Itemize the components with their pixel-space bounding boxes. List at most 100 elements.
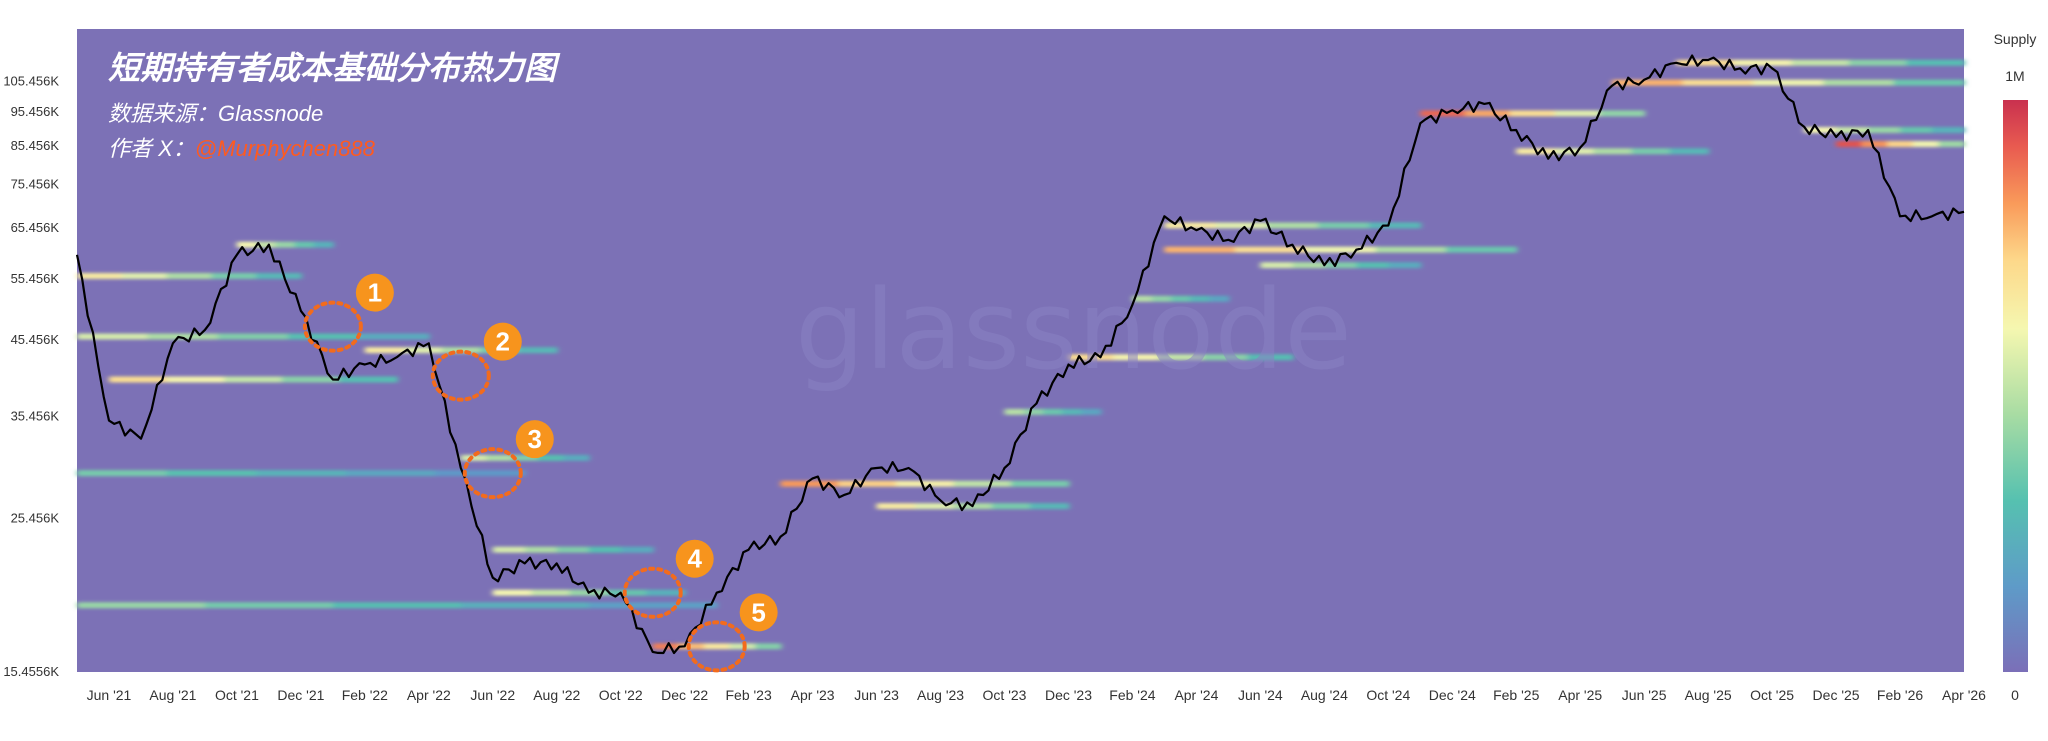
x-tick-label: Dec '21 xyxy=(277,687,324,703)
cost-basis-band xyxy=(1202,354,1249,361)
cost-basis-band xyxy=(1260,262,1294,269)
cost-basis-band xyxy=(1023,408,1044,415)
cost-basis-band xyxy=(531,589,571,596)
cost-basis-band xyxy=(1861,141,1889,148)
cost-basis-band xyxy=(281,376,341,383)
annotation-label: 1 xyxy=(368,278,382,308)
cost-basis-band xyxy=(1554,110,1601,117)
cost-basis-band xyxy=(1868,127,1902,134)
x-tick-label: Apr '26 xyxy=(1942,687,1986,703)
cost-basis-band xyxy=(895,480,955,487)
cost-basis-band xyxy=(563,454,590,461)
cost-basis-band xyxy=(1247,354,1294,361)
x-tick-label: Feb '22 xyxy=(342,687,388,703)
cost-basis-band xyxy=(211,272,258,279)
cost-basis-band xyxy=(1292,262,1326,269)
cost-basis-band xyxy=(1938,141,1965,148)
cost-basis-band xyxy=(1631,148,1671,155)
cost-basis-band xyxy=(1369,222,1422,229)
cost-basis-band xyxy=(217,333,290,340)
cost-basis-band xyxy=(358,333,430,340)
x-axis: Jun '21 Aug '21 Oct '21 Dec '21 Feb '22 Apr '… xyxy=(87,687,1987,703)
cost-basis-band xyxy=(524,546,558,553)
cost-basis-band xyxy=(364,347,405,354)
cost-basis-band xyxy=(1215,222,1268,229)
cost-basis-band xyxy=(588,602,718,609)
cost-basis-band xyxy=(537,454,565,461)
y-tick-label: 75.456K xyxy=(11,176,60,191)
x-tick-label: Jun '25 xyxy=(1622,687,1667,703)
annotation-label: 3 xyxy=(528,424,542,454)
author-handle[interactable]: @Murphychen888 xyxy=(195,136,376,161)
source-label: 数据来源：Glassnode xyxy=(108,101,323,126)
cost-basis-band xyxy=(1900,127,1934,134)
cost-basis-band xyxy=(166,272,213,279)
annotation-marker xyxy=(675,539,714,578)
cost-basis-band xyxy=(518,347,558,354)
cost-basis-band xyxy=(1445,246,1518,253)
cost-basis-band xyxy=(1151,295,1172,302)
colorbar: Supply 1M 0 xyxy=(1994,31,2037,703)
cost-basis-band xyxy=(1004,408,1025,415)
cost-basis-band xyxy=(1682,79,1754,86)
cost-basis-band xyxy=(1081,408,1102,415)
colorbar-max-label: 1M xyxy=(2005,68,2024,84)
cost-basis-band xyxy=(435,470,526,477)
cost-basis-band xyxy=(1305,246,1377,253)
cost-basis-band xyxy=(1132,295,1153,302)
cost-basis-band xyxy=(236,241,258,248)
x-tick-label: Oct '22 xyxy=(599,687,643,703)
cost-basis-band xyxy=(77,272,123,279)
cost-basis-band xyxy=(1010,480,1070,487)
cost-basis-band xyxy=(166,470,258,477)
annotation-marker xyxy=(355,273,394,312)
cost-basis-band xyxy=(607,589,648,596)
cost-basis-band xyxy=(588,546,622,553)
cost-basis-band xyxy=(1158,354,1204,361)
cost-basis-band xyxy=(703,643,731,650)
cost-basis-band xyxy=(166,376,226,383)
cost-basis-band xyxy=(1356,262,1390,269)
y-tick-label: 85.456K xyxy=(11,138,60,153)
watermark: glassnode xyxy=(795,266,1352,394)
x-tick-label: Aug '25 xyxy=(1685,687,1732,703)
cost-basis-band xyxy=(492,589,533,596)
x-tick-label: Dec '25 xyxy=(1813,687,1860,703)
price-line xyxy=(75,54,1965,655)
x-tick-label: Apr '23 xyxy=(791,687,835,703)
x-tick-label: Apr '25 xyxy=(1558,687,1602,703)
cost-basis-band xyxy=(1030,503,1070,510)
cost-basis-band xyxy=(1848,59,1908,66)
x-tick-label: Jun '21 xyxy=(87,687,132,703)
cost-basis-band xyxy=(1209,295,1230,302)
cost-basis-band xyxy=(1420,110,1467,117)
cost-basis-band xyxy=(1388,262,1422,269)
cost-basis-band xyxy=(1599,110,1646,117)
x-tick-label: Aug '23 xyxy=(917,687,964,703)
cost-basis-band xyxy=(460,602,590,609)
colorbar-gradient xyxy=(2003,100,2028,672)
y-tick-label: 35.456K xyxy=(11,409,60,424)
y-tick-label: 15.4556K xyxy=(3,664,59,679)
cost-basis-band xyxy=(460,454,488,461)
author-label: 作者 X：@Murphychen888 xyxy=(108,136,376,161)
cost-basis-band xyxy=(1465,110,1511,117)
cost-basis-band xyxy=(288,333,360,340)
cost-basis-band xyxy=(511,454,539,461)
cost-basis-band xyxy=(294,241,315,248)
cost-basis-band xyxy=(204,602,334,609)
cost-basis-band xyxy=(838,480,897,487)
cost-basis-band xyxy=(1113,354,1160,361)
cost-basis-band xyxy=(1612,79,1684,86)
cost-basis-band xyxy=(332,602,462,609)
cost-basis-band xyxy=(1791,59,1850,66)
cost-basis-band xyxy=(77,470,168,477)
x-tick-label: Feb '26 xyxy=(1877,687,1923,703)
annotations: 1 2 3 4 5 xyxy=(302,273,778,673)
x-tick-label: Dec '24 xyxy=(1429,687,1476,703)
x-tick-label: Oct '25 xyxy=(1750,687,1794,703)
cost-basis-band xyxy=(256,470,347,477)
annotation-marker xyxy=(739,593,778,632)
x-tick-label: Jun '23 xyxy=(854,687,899,703)
annotation-label: 5 xyxy=(751,597,765,627)
